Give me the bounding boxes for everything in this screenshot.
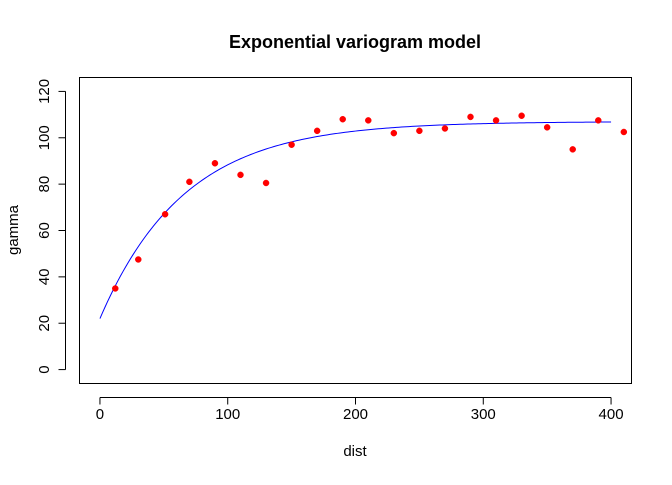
- x-axis-label: dist: [343, 443, 367, 460]
- y-tick-label: 60: [36, 222, 53, 239]
- y-tick-label: 120: [36, 79, 53, 104]
- data-point: [595, 117, 602, 124]
- model-curve: [99, 121, 612, 319]
- y-axis: 0 20 40 60 80 100 120: [36, 79, 66, 374]
- y-tick-label: 80: [36, 176, 53, 193]
- data-point: [416, 127, 423, 135]
- plot-frame: [79, 77, 632, 384]
- y-tick-label: 0: [36, 365, 53, 373]
- data-point: [441, 125, 449, 132]
- x-tick-label: 400: [599, 406, 624, 423]
- data-point: [339, 115, 346, 123]
- x-tick-label: 100: [215, 406, 240, 423]
- data-points: [112, 112, 628, 292]
- data-point: [262, 179, 270, 187]
- data-point: [569, 146, 576, 153]
- y-tick-label: 40: [36, 269, 53, 286]
- data-point: [467, 113, 474, 121]
- chart-title: Exponential variogram model: [229, 32, 481, 52]
- data-point: [161, 211, 169, 218]
- data-point: [518, 112, 525, 119]
- data-point: [390, 129, 398, 137]
- x-tick-label: 200: [343, 406, 368, 423]
- data-point: [620, 128, 628, 136]
- x-axis: 0 100 200 300 400: [96, 397, 624, 423]
- data-point: [543, 124, 551, 131]
- data-point: [112, 285, 119, 292]
- x-tick-label: 0: [96, 406, 104, 423]
- data-point: [186, 178, 193, 186]
- data-point: [237, 171, 244, 179]
- x-tick-label: 300: [471, 406, 496, 423]
- data-point: [135, 256, 142, 263]
- y-tick-label: 100: [36, 125, 53, 150]
- y-axis-label: gamma: [5, 204, 22, 255]
- y-tick-label: 20: [36, 315, 53, 332]
- data-point: [492, 117, 500, 124]
- data-point: [211, 160, 219, 167]
- data-point: [288, 141, 295, 148]
- data-point: [365, 117, 372, 124]
- data-point: [313, 127, 321, 135]
